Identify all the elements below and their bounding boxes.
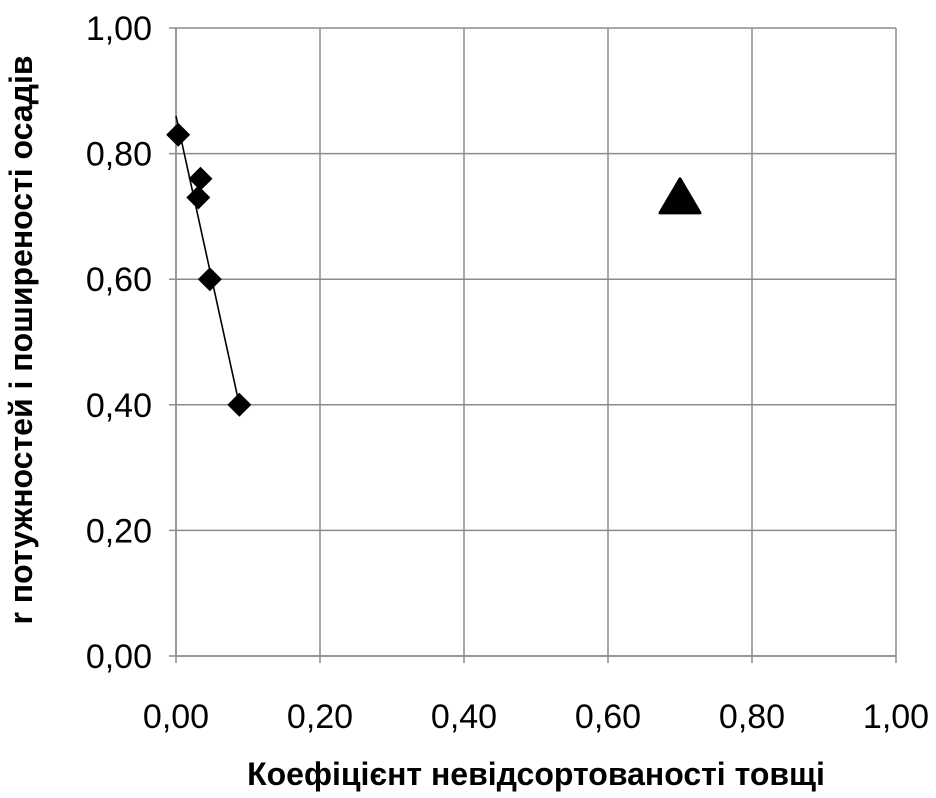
y-tick-label: 0,60	[86, 261, 152, 299]
y-axis-title: r потужностей і поширеності осадів	[3, 55, 39, 624]
trend-line	[175, 115, 241, 405]
x-tick-label: 0,60	[575, 698, 641, 736]
y-tick-labels: 0,00 0,20 0,40 0,60 0,80 1,00	[86, 10, 152, 676]
x-tick-label: 0,80	[719, 698, 785, 736]
diamond-point	[227, 392, 252, 417]
diamond-point	[186, 185, 211, 210]
y-tick-label: 0,80	[86, 136, 152, 174]
grid	[175, 27, 897, 657]
y-tick-label: 0,20	[86, 512, 152, 550]
y-tick-label: 1,00	[86, 10, 152, 48]
diamond-point	[197, 267, 222, 292]
diamond-point	[188, 166, 213, 191]
diamond-point	[166, 122, 191, 147]
axes	[169, 27, 897, 663]
y-tick-label: 0,00	[86, 638, 152, 676]
triangle-point	[658, 177, 702, 215]
trend-lines	[175, 115, 241, 405]
x-axis-title: Коефіцієнт невідсортованості товщі	[247, 756, 825, 792]
x-tick-label: 0,20	[287, 698, 353, 736]
y-tick-label: 0,40	[86, 387, 152, 425]
x-tick-label: 0,00	[143, 698, 209, 736]
x-tick-labels: 0,00 0,20 0,40 0,60 0,80 1,00	[143, 698, 929, 736]
data-points	[166, 122, 702, 417]
x-tick-label: 0,40	[431, 698, 497, 736]
x-tick-label: 1,00	[863, 698, 929, 736]
